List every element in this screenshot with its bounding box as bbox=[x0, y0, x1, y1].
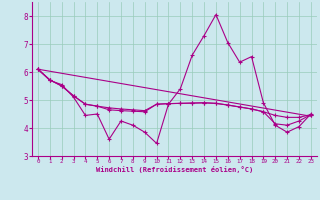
X-axis label: Windchill (Refroidissement éolien,°C): Windchill (Refroidissement éolien,°C) bbox=[96, 166, 253, 173]
